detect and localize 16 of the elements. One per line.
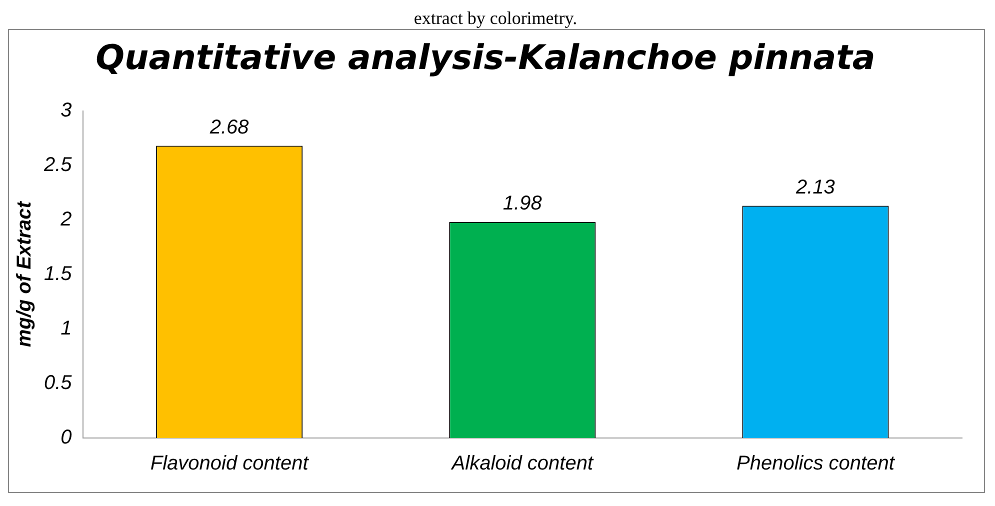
y-tick-label: 1.5 — [44, 262, 73, 285]
data-label: 2.13 — [795, 176, 835, 198]
text: extract by colorimetry. — [412, 8, 578, 29]
chart-title: Quantitative analysis-Kalanchoe pinnata — [96, 38, 876, 78]
x-tick-label: Phenolics content — [736, 452, 896, 475]
y-tick-label: 2 — [60, 208, 72, 230]
y-tick-label: 3 — [60, 99, 72, 122]
y-tick-label: 0.5 — [44, 372, 73, 394]
y-tick-label: 0 — [60, 426, 72, 449]
y-tick-label: 1 — [60, 317, 72, 340]
y-axis-title: mg/g of Extract — [14, 200, 36, 348]
data-label: 2.68 — [208, 116, 249, 138]
data-label: 1.98 — [502, 192, 542, 215]
x-tick-label: Alkaloid content — [450, 452, 594, 475]
x-tick-label: Flavonoid content — [150, 452, 310, 475]
y-tick-label: 2.5 — [42, 154, 73, 176]
